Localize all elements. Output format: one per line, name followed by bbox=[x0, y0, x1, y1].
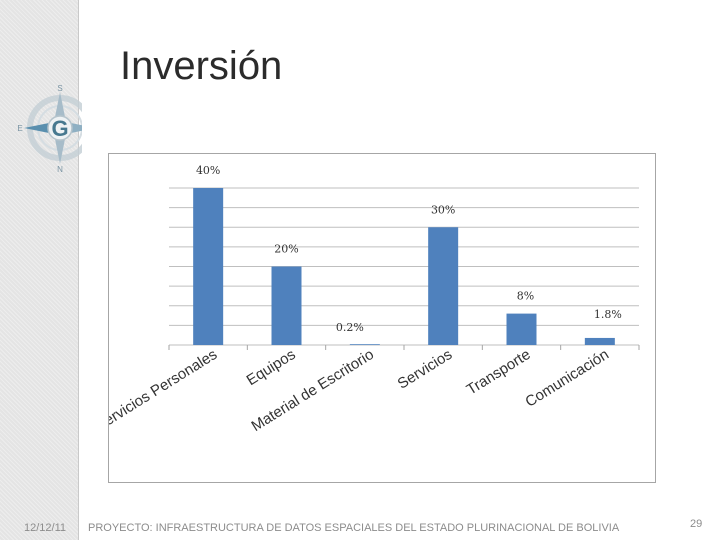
bar-1 bbox=[271, 266, 302, 345]
value-label-1: 20% bbox=[274, 243, 298, 256]
bar-chart: 40%Servicios Personales20%Equipos0.2%Mat… bbox=[109, 164, 640, 435]
value-label-4: 8% bbox=[517, 290, 534, 303]
compass-logo-icon: S N E G bbox=[17, 84, 82, 174]
slide-sidebar: S N E G bbox=[0, 0, 82, 540]
compass-letter-center: G bbox=[51, 116, 68, 141]
bar-4 bbox=[506, 313, 537, 345]
compass-letter-north: S bbox=[57, 84, 62, 93]
chart-frame: 40% Servicios Personales 20% Equipos 0.2% Mat… bbox=[108, 153, 656, 483]
compass-letter-south: N bbox=[57, 165, 63, 174]
bar-5 bbox=[584, 337, 615, 345]
compass-letter-west: E bbox=[17, 124, 22, 133]
footer-date: 12/12/11 bbox=[24, 522, 67, 534]
bar-3 bbox=[428, 227, 459, 345]
bar-2 bbox=[349, 344, 380, 345]
value-label-3: 30% bbox=[431, 203, 455, 216]
bar-0 bbox=[193, 188, 224, 345]
value-label-2: 0.2% bbox=[336, 321, 364, 334]
footer-text: PROYECTO: INFRAESTRUCTURA DE DATOS ESPAC… bbox=[88, 522, 620, 534]
value-label-5: 1.8% bbox=[594, 308, 622, 321]
category-label-1: Equipos bbox=[244, 346, 299, 389]
category-label-0: Servicios Personales bbox=[109, 346, 220, 435]
category-label-4: Transporte bbox=[464, 346, 534, 399]
category-label-5: Comunicación bbox=[522, 346, 612, 411]
page-number: 29 bbox=[690, 518, 703, 530]
value-label-0: 40% bbox=[196, 164, 220, 177]
category-label-3: Servicios bbox=[395, 346, 456, 393]
slide-title: Inversión bbox=[120, 44, 283, 88]
